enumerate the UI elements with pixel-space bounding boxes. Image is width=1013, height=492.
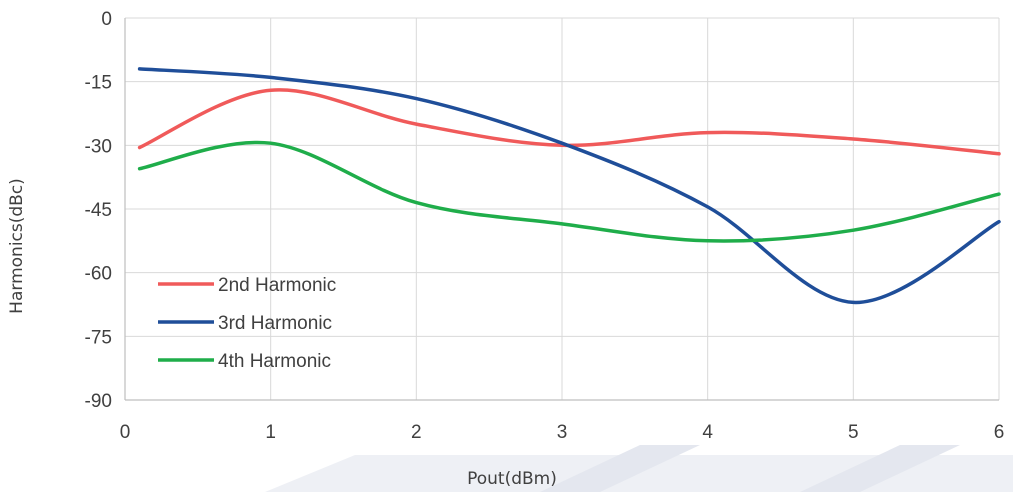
x-tick-label: 3 — [557, 422, 568, 443]
watermark — [265, 445, 1013, 492]
x-tick-label: 1 — [265, 422, 276, 443]
y-tick-label: -60 — [85, 264, 112, 285]
y-tick-label: -75 — [85, 327, 112, 348]
y-tick-label: 0 — [101, 9, 112, 30]
legend-label-4th-harmonic: 4th Harmonic — [218, 351, 331, 372]
x-tick-label: 2 — [411, 422, 422, 443]
series-lines — [137, 67, 1001, 305]
x-tick-label: 6 — [994, 422, 1005, 443]
series-line-2nd-harmonic — [137, 88, 1001, 156]
x-tick-label: 0 — [120, 422, 131, 443]
axes — [124, 18, 999, 401]
series-line-4th-harmonic — [137, 140, 1001, 243]
y-axis-title: Harmonics(dBc) — [7, 178, 27, 314]
x-axis-title: Pout(dBm) — [467, 469, 557, 489]
series-line-3rd-harmonic — [137, 67, 1001, 305]
y-tick-label: -45 — [85, 200, 112, 221]
y-tick-label: -30 — [85, 136, 112, 157]
y-tick-label: -90 — [85, 391, 112, 412]
legend-label-2nd-harmonic: 2nd Harmonic — [218, 275, 336, 296]
watermark-stripe — [540, 445, 700, 492]
legend-label-3rd-harmonic: 3rd Harmonic — [218, 313, 332, 334]
watermark-stripe — [800, 445, 960, 492]
y-tick-label: -15 — [85, 73, 112, 94]
y-tick-labels: 0 -15 -30 -45 -60 -75 -90 — [85, 9, 112, 412]
x-tick-labels: 0 1 2 3 4 5 6 — [120, 422, 1005, 443]
x-tick-label: 4 — [702, 422, 713, 443]
legend: 2nd Harmonic 3rd Harmonic 4th Harmonic — [158, 275, 336, 372]
x-tick-label: 5 — [848, 422, 859, 443]
